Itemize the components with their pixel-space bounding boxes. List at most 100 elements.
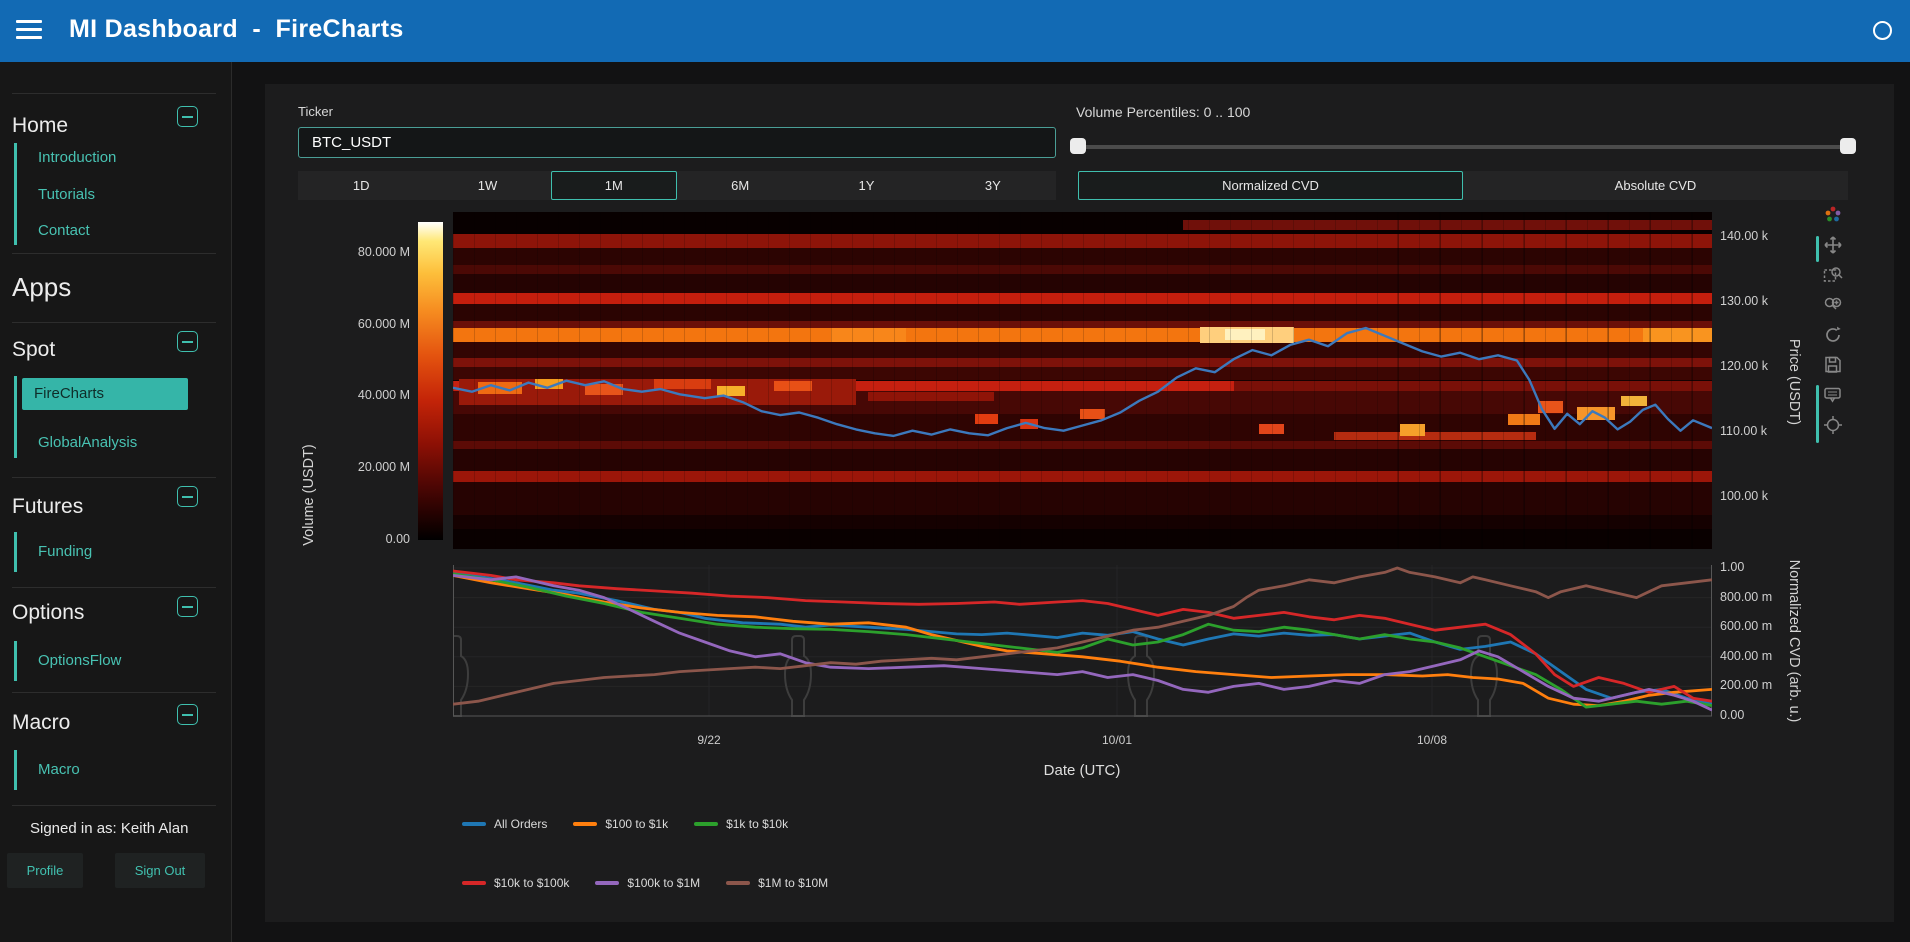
percentile-slider-max-handle[interactable] xyxy=(1840,138,1856,154)
cvd-axis-tick: 400.00 m xyxy=(1720,649,1772,663)
pan-icon[interactable] xyxy=(1822,234,1844,256)
sidebar-divider xyxy=(12,93,216,94)
legend-swatch xyxy=(595,881,619,885)
sidebar-item-funding[interactable]: Funding xyxy=(38,541,92,563)
sidebar-item-firecharts[interactable]: FireCharts xyxy=(22,378,188,410)
ticker-input[interactable] xyxy=(298,127,1056,158)
volume-axis-tick: 20.000 M xyxy=(310,460,410,474)
legend-swatch xyxy=(573,822,597,826)
hamburger-menu-icon[interactable] xyxy=(16,20,42,41)
chart-modebar xyxy=(1822,204,1846,444)
range-button-6m[interactable]: 6M xyxy=(677,171,803,200)
cvd-axis-tick: 1.00 xyxy=(1720,560,1744,574)
price-axis-label: Price (USDT) xyxy=(1786,339,1802,425)
volume-axis-tick: 0.00 xyxy=(310,532,410,546)
legend-label: $100 to $1k xyxy=(605,817,668,831)
legend-label: $1k to $10k xyxy=(726,817,788,831)
legend-swatch xyxy=(462,822,486,826)
sidebar-item-globalanalysis[interactable]: GlobalAnalysis xyxy=(38,432,137,454)
legend-item--1m-to-10m[interactable]: $1M to $10M xyxy=(726,876,828,890)
sidebar-heading-options: Options xyxy=(12,601,84,625)
header-status-circle-icon[interactable] xyxy=(1873,21,1892,40)
ticker-label: Ticker xyxy=(298,104,333,119)
volume-heatmap-plot[interactable] xyxy=(453,212,1712,549)
cvd-series--10k-to-100k xyxy=(453,571,1712,701)
sidebar-group-rail xyxy=(14,376,17,458)
cvd-axis-tick: 600.00 m xyxy=(1720,619,1772,633)
cvd-axis-tick: 800.00 m xyxy=(1720,590,1772,604)
range-button-1m[interactable]: 1M xyxy=(551,171,677,200)
x-axis-label: Date (UTC) xyxy=(1044,762,1121,779)
collapse-icon[interactable] xyxy=(177,704,198,725)
save-icon[interactable] xyxy=(1822,354,1844,376)
sidebar-group-rail xyxy=(14,641,17,681)
sidebar-item-macro[interactable]: Macro xyxy=(38,759,80,781)
percentile-slider-min-handle[interactable] xyxy=(1070,138,1086,154)
sign-out-button[interactable]: Sign Out xyxy=(115,853,205,888)
profile-button[interactable]: Profile xyxy=(7,853,83,888)
cvd-axis-tick: 0.00 xyxy=(1720,708,1744,722)
modebar-scroll-indicator xyxy=(1816,385,1819,443)
collapse-icon[interactable] xyxy=(177,486,198,507)
sidebar-item-contact[interactable]: Contact xyxy=(38,220,90,242)
volume-percentiles-label: Volume Percentiles: 0 .. 100 xyxy=(1076,104,1250,120)
sidebar-item-introduction[interactable]: Introduction xyxy=(38,147,116,169)
sidebar-divider xyxy=(12,477,216,478)
legend-label: $10k to $100k xyxy=(494,876,569,890)
sidebar-group-rail xyxy=(14,143,17,245)
modebar-scroll-indicator xyxy=(1816,236,1819,262)
sidebar-group-rail xyxy=(14,532,17,572)
chart-legend-row-2: $10k to $100k $100k to $1M $1M to $10M xyxy=(462,876,854,890)
app-header: MI Dashboard - FireCharts xyxy=(0,0,1910,62)
price-axis-tick: 130.00 k xyxy=(1720,294,1768,308)
cvd-mode-button-group: Normalized CVDAbsolute CVD xyxy=(1078,171,1848,200)
collapse-icon[interactable] xyxy=(177,331,198,352)
box-zoom-icon[interactable] xyxy=(1822,264,1844,286)
sidebar-divider xyxy=(12,587,216,588)
cvd-series--1k-to-10k xyxy=(453,574,1712,707)
legend-item-all-orders[interactable]: All Orders xyxy=(462,817,547,831)
time-range-button-group: 1D1W1M6M1Y3Y xyxy=(298,171,1056,200)
date-axis-tick: 9/22 xyxy=(697,733,720,747)
legend-item--10k-to-100k[interactable]: $10k to $100k xyxy=(462,876,569,890)
date-axis-tick: 10/01 xyxy=(1102,733,1132,747)
sidebar-divider xyxy=(12,805,216,806)
sidebar-heading-apps: Apps xyxy=(12,272,71,296)
zoom-icon[interactable] xyxy=(1822,294,1844,316)
legend-swatch xyxy=(694,822,718,826)
legend-label: All Orders xyxy=(494,817,547,831)
price-axis-tick: 110.00 k xyxy=(1720,424,1767,438)
legend-label: $1M to $10M xyxy=(758,876,828,890)
legend-item--100-to-1k[interactable]: $100 to $1k xyxy=(573,817,668,831)
volume-axis-tick: 40.000 M xyxy=(310,388,410,402)
range-button-1y[interactable]: 1Y xyxy=(803,171,929,200)
sidebar-item-optionsflow[interactable]: OptionsFlow xyxy=(38,650,121,672)
price-axis-tick: 100.00 k xyxy=(1720,489,1768,503)
sidebar-group-rail xyxy=(14,750,17,790)
cvd-button-normalized-cvd[interactable]: Normalized CVD xyxy=(1078,171,1463,200)
legend-item--100k-to-1m[interactable]: $100k to $1M xyxy=(595,876,700,890)
collapse-icon[interactable] xyxy=(177,106,198,127)
cvd-axis-tick: 200.00 m xyxy=(1720,678,1772,692)
watermark-flask-icon xyxy=(785,636,811,716)
sidebar-divider xyxy=(12,322,216,323)
volume-colorbar xyxy=(418,222,443,540)
toggle-hover-icon[interactable] xyxy=(1822,384,1844,406)
plotly-logo-icon[interactable] xyxy=(1822,204,1844,226)
range-button-3y[interactable]: 3Y xyxy=(930,171,1056,200)
cvd-line-chart[interactable] xyxy=(453,565,1712,719)
range-button-1d[interactable]: 1D xyxy=(298,171,424,200)
reset-axes-icon[interactable] xyxy=(1822,324,1844,346)
cvd-button-absolute-cvd[interactable]: Absolute CVD xyxy=(1463,171,1848,200)
percentile-slider-track[interactable] xyxy=(1078,145,1850,149)
collapse-icon[interactable] xyxy=(177,596,198,617)
app-title: MI Dashboard - FireCharts xyxy=(69,15,404,44)
price-line-overlay xyxy=(453,212,1712,549)
range-button-1w[interactable]: 1W xyxy=(424,171,550,200)
toggle-spikes-icon[interactable] xyxy=(1822,414,1844,436)
legend-swatch xyxy=(462,881,486,885)
volume-axis-tick: 80.000 M xyxy=(310,245,410,259)
sidebar-heading-spot: Spot xyxy=(12,338,55,362)
sidebar-item-tutorials[interactable]: Tutorials xyxy=(38,184,95,206)
legend-item--1k-to-10k[interactable]: $1k to $10k xyxy=(694,817,788,831)
